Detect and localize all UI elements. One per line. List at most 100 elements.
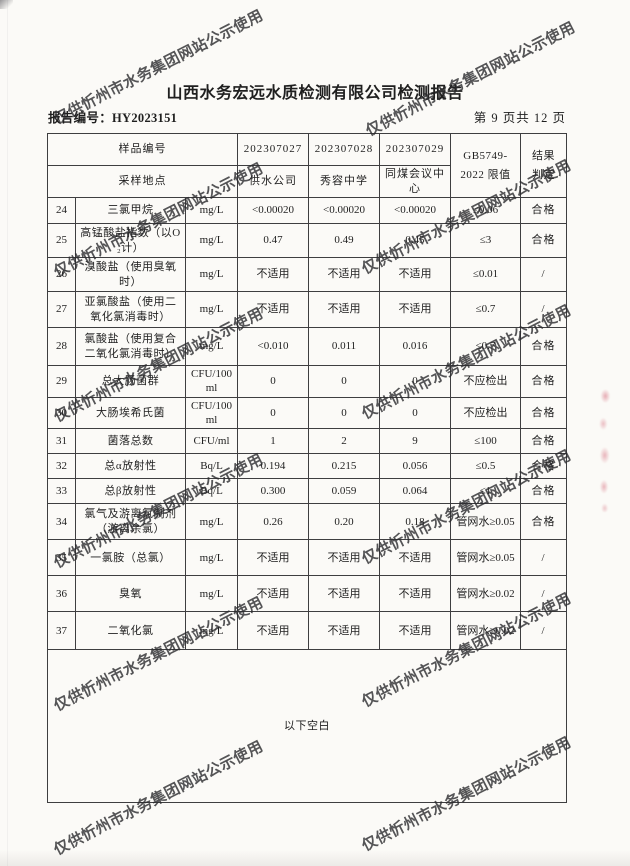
- limit: 管网水≥0.02: [450, 575, 522, 613]
- value-2: 0.059: [308, 478, 381, 505]
- limit: ≤0.06: [450, 197, 522, 224]
- unit: mg/L: [184, 575, 239, 613]
- result: 合格: [520, 327, 568, 366]
- value-3: <0.00020: [379, 197, 452, 224]
- value-1: 不适用: [237, 611, 310, 651]
- limit: 管网水≥0.05: [450, 539, 522, 577]
- param-name: 三氯甲烷: [75, 197, 186, 224]
- result-header-line2: 判定: [532, 168, 556, 181]
- limit-header-line2: 2022 限值: [460, 168, 511, 181]
- value-2: 0.215: [308, 453, 381, 480]
- site-label: 采样地点: [46, 165, 239, 198]
- value-1: 不适用: [237, 291, 310, 328]
- report-number: 报告编号：HY2023151: [48, 111, 178, 125]
- scan-corner-artifact: [0, 0, 13, 9]
- table-row: 36 臭氧 mg/L 不适用 不适用 不适用 管网水≥0.02 /: [47, 575, 568, 613]
- result: 合格: [520, 453, 568, 480]
- value-1: 0.300: [237, 478, 310, 505]
- table-row: 27 亚氯酸盐（使用二氧化氯消毒时） mg/L 不适用 不适用 不适用 ≤0.7…: [47, 291, 568, 328]
- param-name: 菌落总数: [75, 428, 186, 455]
- result: /: [520, 611, 568, 651]
- param-name: 氯气及游离氯制剂（游离余氯）: [75, 503, 186, 541]
- row-number: 30: [47, 396, 76, 430]
- blank-row: 以下空白: [46, 649, 568, 804]
- result-header: 结果 判定: [520, 133, 568, 198]
- limit: ≤0.7: [450, 327, 522, 366]
- value-2: 0.011: [308, 327, 381, 366]
- value-1: 不适用: [237, 257, 310, 292]
- limit: 管网水≥0.05: [450, 503, 522, 541]
- unit: mg/L: [184, 503, 239, 541]
- row-number: 24: [47, 197, 76, 224]
- sample-id-3: 202307029: [379, 133, 452, 166]
- page-indicator: 第 9 页共 12 页: [473, 111, 566, 125]
- value-2: 不适用: [308, 257, 381, 292]
- value-1: 1: [237, 428, 310, 455]
- unit: CFU/100ml: [184, 396, 239, 430]
- value-1: 0.26: [237, 503, 310, 541]
- value-2: 0: [308, 365, 381, 398]
- sample-id-label: 样品编号: [46, 133, 239, 166]
- results-table: 样品编号 202307027 202307028 202307029 GB574…: [46, 133, 568, 804]
- blank-note: 以下空白: [46, 649, 568, 804]
- result: 合格: [520, 365, 568, 398]
- value-1: <0.00020: [237, 197, 310, 224]
- table-row: 29 总大肠菌群 CFU/100ml 0 0 0 不应检出 合格: [47, 365, 568, 398]
- unit: Bq/L: [184, 453, 239, 480]
- value-1: <0.010: [237, 327, 310, 366]
- value-2: 2: [308, 428, 381, 455]
- value-2: 不适用: [308, 575, 381, 613]
- limit: ≤100: [450, 428, 522, 455]
- value-1: 0: [237, 396, 310, 430]
- param-name: 氯酸盐（使用复合二氧化氯消毒时）: [75, 327, 186, 366]
- value-3: 不适用: [379, 611, 452, 651]
- table-header-row-1: 样品编号 202307027 202307028 202307029 GB574…: [46, 133, 568, 198]
- value-1: 0: [237, 365, 310, 398]
- table-row: 26 溴酸盐（使用臭氧时） mg/L 不适用 不适用 不适用 ≤0.01 /: [47, 257, 568, 292]
- table-row: 34 氯气及游离氯制剂（游离余氯） mg/L 0.26 0.20 0.18 管网…: [47, 503, 568, 541]
- value-3: 不适用: [379, 257, 452, 292]
- paper-edge: [7, 0, 8, 866]
- result: /: [520, 575, 568, 613]
- table-row: 37 二氧化氯 mg/L 不适用 不适用 不适用 管网水≥0.02 /: [47, 611, 568, 651]
- table-row: 35 一氯胺（总氯） mg/L 不适用 不适用 不适用 管网水≥0.05 /: [47, 539, 568, 577]
- limit: ≤1: [450, 478, 522, 505]
- unit: Bq/L: [184, 478, 239, 505]
- limit: ≤3: [450, 223, 522, 258]
- value-2: 0: [308, 396, 381, 430]
- limit: 不应检出: [450, 365, 522, 398]
- document-title: 山西水务宏远水质检测有限公司检测报告: [166, 85, 464, 102]
- value-2: 不适用: [308, 611, 381, 651]
- value-2: <0.00020: [308, 197, 381, 224]
- value-3: 0: [379, 396, 452, 430]
- value-3: 0.064: [379, 478, 452, 505]
- value-1: 0.47: [237, 223, 310, 258]
- row-number: 26: [47, 257, 76, 292]
- param-name: 总α放射性: [75, 453, 186, 480]
- scan-shade: [0, 850, 630, 866]
- result-header-line1: 结果: [532, 150, 556, 163]
- unit: mg/L: [184, 611, 239, 651]
- unit: mg/L: [184, 539, 239, 577]
- value-1: 不适用: [237, 575, 310, 613]
- site-3: 同煤会议中心: [379, 165, 452, 198]
- sample-id-2: 202307028: [308, 133, 381, 166]
- row-number: 27: [47, 291, 76, 328]
- row-number: 28: [47, 327, 76, 366]
- param-name: 总β放射性: [75, 478, 186, 505]
- unit: mg/L: [184, 291, 239, 328]
- limit-header: GB5749- 2022 限值: [450, 133, 522, 198]
- row-number: 32: [47, 453, 76, 480]
- param-name: 大肠埃希氏菌: [75, 396, 186, 430]
- value-3: 9: [379, 428, 452, 455]
- value-3: 0.18: [379, 503, 452, 541]
- limit: 不应检出: [450, 396, 522, 430]
- param-name: 高锰酸盐指数（以O₂计）: [75, 223, 186, 258]
- value-3: 0.45: [379, 223, 452, 258]
- row-number: 34: [47, 503, 76, 541]
- param-name: 一氯胺（总氯）: [75, 539, 186, 577]
- value-1: 不适用: [237, 539, 310, 577]
- result: 合格: [520, 503, 568, 541]
- param-name: 溴酸盐（使用臭氧时）: [75, 257, 186, 292]
